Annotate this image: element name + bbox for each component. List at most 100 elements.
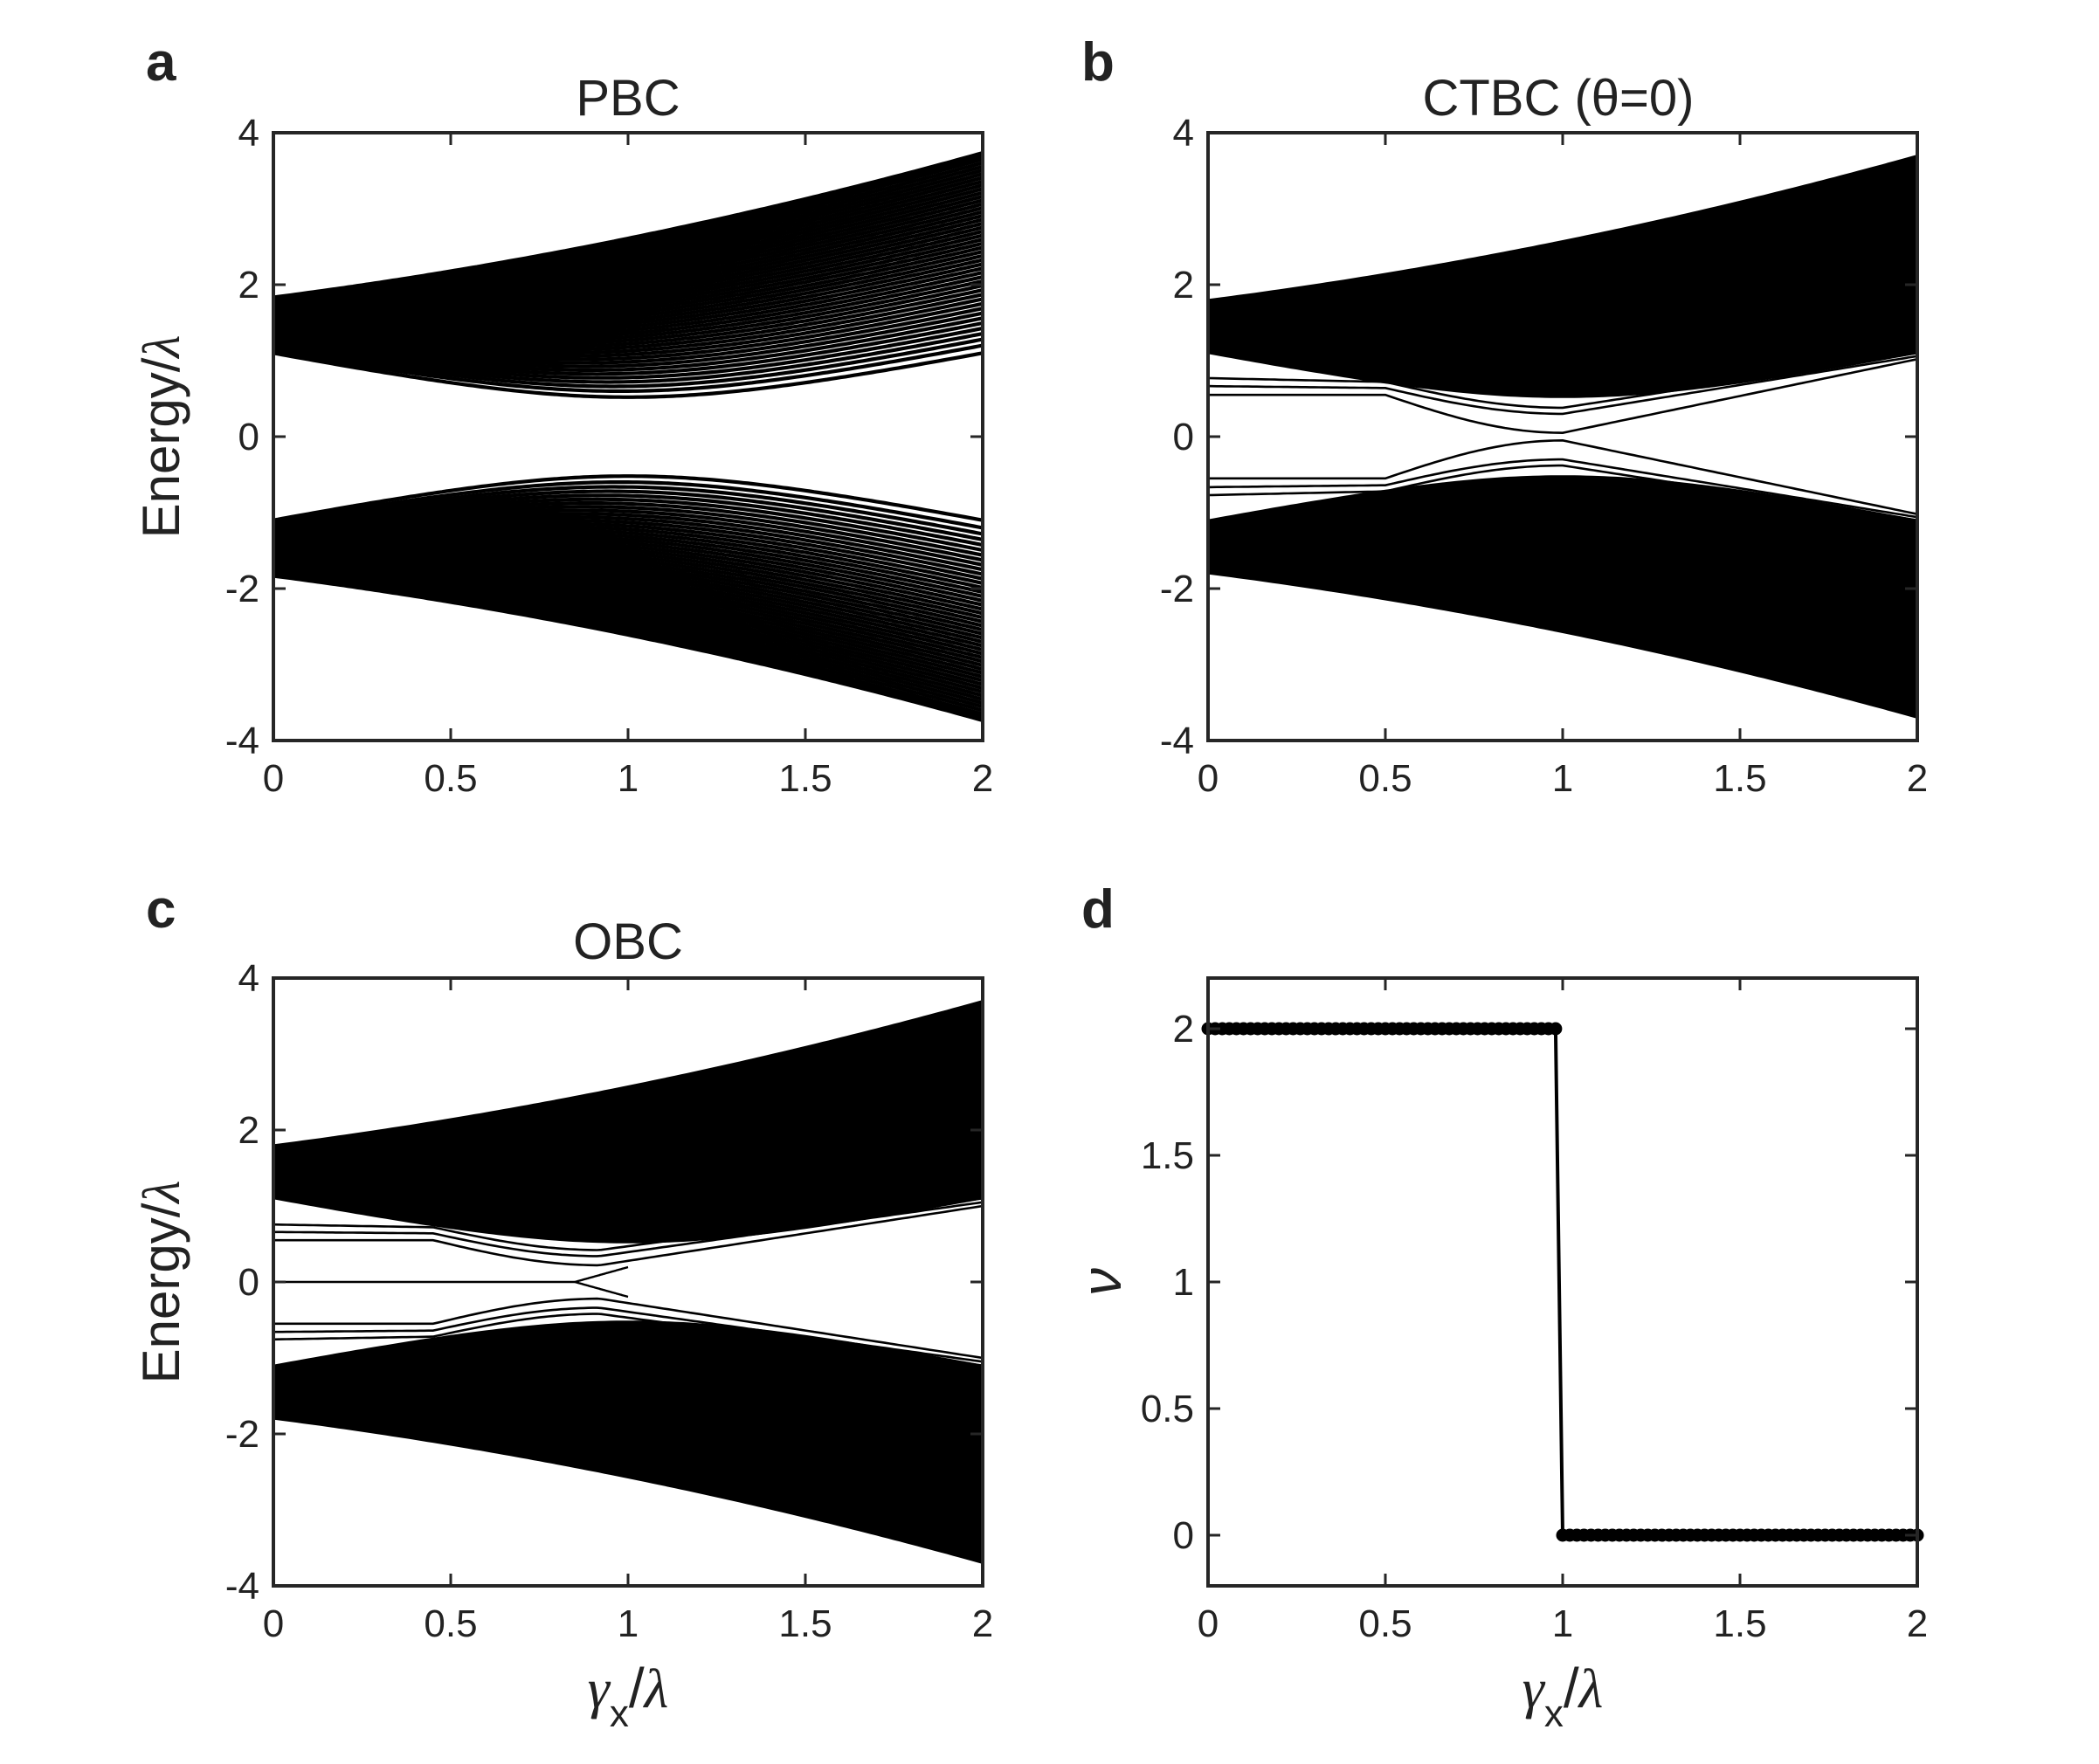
upper-band-line bbox=[273, 258, 984, 334]
upper-band-outer-edge bbox=[273, 151, 984, 305]
y-tick-label: 0 bbox=[1173, 1514, 1194, 1557]
y-tick-label: 0 bbox=[1173, 416, 1194, 458]
y-tick-label: 2 bbox=[1173, 264, 1194, 307]
upper-band-line bbox=[273, 283, 984, 349]
y-tick-label: 2 bbox=[238, 1109, 259, 1152]
lower-band-line bbox=[273, 480, 984, 530]
lower-band-line bbox=[273, 546, 984, 628]
lower-band-line bbox=[273, 535, 984, 607]
y-tick-label: 0 bbox=[238, 1261, 259, 1304]
x-tick-label: 2 bbox=[972, 1602, 993, 1645]
upper-band-line bbox=[273, 293, 984, 355]
zero-mode-lift-up bbox=[574, 1265, 629, 1284]
x-axis-label: γx/λ bbox=[588, 1657, 669, 1735]
upper-band-line bbox=[273, 351, 984, 399]
upper-band-line bbox=[273, 326, 984, 380]
panel-c-xlabel: γx/λ bbox=[588, 1657, 669, 1735]
y-tick-label: -4 bbox=[1160, 720, 1194, 762]
upper-band-line bbox=[273, 253, 984, 331]
y-tick-label: 0.5 bbox=[1141, 1388, 1194, 1430]
x-tick-label: 1 bbox=[618, 1602, 639, 1645]
lower-in-gap-state bbox=[273, 1313, 984, 1367]
panel-d-series bbox=[1201, 1022, 1924, 1542]
upper-band-line bbox=[273, 311, 984, 369]
panel-a: a PBC 0 0.5 1 1.5 2 -4 -2 0 2 4 Energy/λ bbox=[132, 32, 993, 800]
y-tick-label: -2 bbox=[225, 1413, 259, 1456]
lower-band-line bbox=[273, 512, 984, 572]
x-tick-label: 0.5 bbox=[424, 757, 477, 800]
upper-band-line bbox=[273, 279, 984, 347]
x-tick-label: 0.5 bbox=[1358, 757, 1412, 800]
panel-c-title: OBC bbox=[573, 913, 683, 970]
y-tick-label: -2 bbox=[225, 568, 259, 610]
x-tick-label: 0.5 bbox=[424, 1602, 477, 1645]
lower-band-line bbox=[273, 518, 984, 581]
x-tick-label: 2 bbox=[1907, 757, 1928, 800]
lower-band-line bbox=[273, 505, 984, 562]
lower-band-line bbox=[273, 521, 984, 585]
x-tick-label: 0 bbox=[263, 757, 284, 800]
y-tick-label: 2 bbox=[1173, 1008, 1194, 1051]
lower-band-line bbox=[273, 548, 984, 636]
upper-band-line bbox=[273, 316, 984, 372]
lower-in-gap-state bbox=[1207, 458, 1918, 519]
x-tick-label: 0.5 bbox=[1358, 1602, 1412, 1645]
upper-band-line bbox=[273, 337, 984, 389]
upper-in-gap-state bbox=[1207, 352, 1918, 410]
zero-mode-lift-down bbox=[574, 1280, 629, 1299]
y-tick-label: 4 bbox=[238, 112, 259, 155]
upper-band-fill bbox=[273, 999, 984, 1244]
lower-band-line bbox=[273, 544, 984, 624]
x-tick-label: 1.5 bbox=[778, 757, 832, 800]
upper-band-line bbox=[273, 274, 984, 343]
lower-band-fill bbox=[273, 1320, 984, 1565]
panel-b: b CTBC (θ=0) 0 0.5 1 1.5 2 -4 -2 0 2 4 bbox=[1081, 32, 1928, 800]
x-tick-label: 1 bbox=[1552, 757, 1573, 800]
y-tick-label: 4 bbox=[1173, 112, 1194, 155]
y-tick-label: -4 bbox=[225, 1565, 259, 1608]
x-tick-label: 1 bbox=[1552, 1602, 1573, 1645]
lower-band-fill bbox=[1207, 475, 1918, 720]
lower-band-line bbox=[273, 508, 984, 567]
x-tick-label: 0 bbox=[1198, 757, 1219, 800]
upper-band-line bbox=[273, 250, 984, 329]
lower-band-line bbox=[273, 530, 984, 599]
lower-band-line bbox=[273, 527, 984, 595]
panel-d-xlabel: γx/λ bbox=[1522, 1657, 1604, 1735]
panel-c-bands bbox=[273, 999, 984, 1565]
x-tick-label: 2 bbox=[1907, 1602, 1928, 1645]
panel-d-ylabel: ν bbox=[1070, 1268, 1133, 1296]
y-axis-label: ν bbox=[1070, 1268, 1133, 1296]
y-tick-label: 0 bbox=[238, 416, 259, 458]
upper-band-line bbox=[273, 307, 984, 365]
upper-band-line bbox=[273, 266, 984, 338]
panel-a-bands bbox=[273, 151, 984, 722]
x-tick-label: 0 bbox=[263, 1602, 284, 1645]
upper-in-gap-state bbox=[1207, 355, 1918, 416]
panel-d-axes: 0 0.5 1 1.5 2 0 0.5 1 1.5 2 bbox=[1141, 976, 1928, 1645]
panel-a-axes: 0 0.5 1 1.5 2 -4 -2 0 2 4 bbox=[225, 112, 993, 800]
nu-point bbox=[1549, 1022, 1563, 1036]
upper-band-line bbox=[273, 343, 984, 393]
nu-line bbox=[1208, 1027, 1917, 1537]
x-tick-label: 1 bbox=[618, 757, 639, 800]
lower-in-gap-state bbox=[273, 1297, 984, 1360]
x-tick-label: 0 bbox=[1198, 1602, 1219, 1645]
y-tick-label: 2 bbox=[238, 264, 259, 307]
upper-in-gap-state bbox=[273, 1204, 984, 1267]
upper-band-line bbox=[273, 262, 984, 336]
y-tick-label: 1.5 bbox=[1141, 1134, 1194, 1177]
x-tick-label: 1.5 bbox=[1713, 1602, 1766, 1645]
lower-band-line bbox=[273, 533, 984, 603]
upper-band-line bbox=[273, 245, 984, 327]
lower-band-line bbox=[273, 542, 984, 620]
lower-band-line bbox=[273, 493, 984, 548]
panel-b-bands bbox=[1207, 154, 1918, 720]
upper-band-line bbox=[273, 288, 984, 352]
lower-band-line bbox=[273, 514, 984, 576]
upper-in-gap-state bbox=[273, 1197, 984, 1251]
upper-in-gap-state bbox=[1208, 358, 1918, 435]
panel-letter-a: a bbox=[146, 32, 176, 93]
lower-band-line bbox=[273, 497, 984, 553]
